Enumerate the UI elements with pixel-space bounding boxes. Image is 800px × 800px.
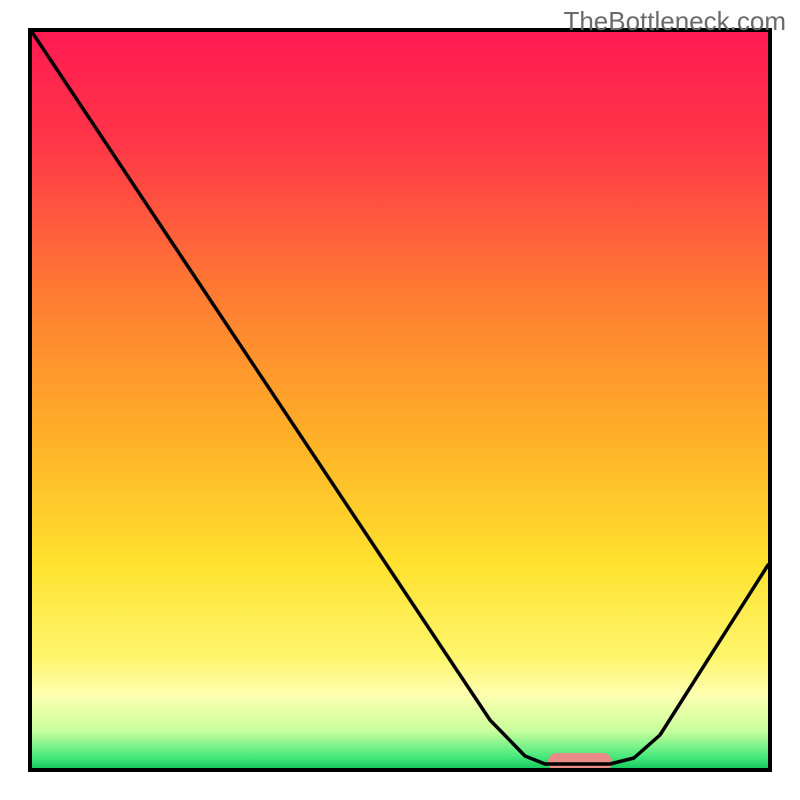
gradient-background bbox=[32, 32, 768, 768]
gradient-curve-chart bbox=[0, 0, 800, 800]
chart-container: TheBottleneck.com bbox=[0, 0, 800, 800]
watermark: TheBottleneck.com bbox=[563, 6, 786, 37]
